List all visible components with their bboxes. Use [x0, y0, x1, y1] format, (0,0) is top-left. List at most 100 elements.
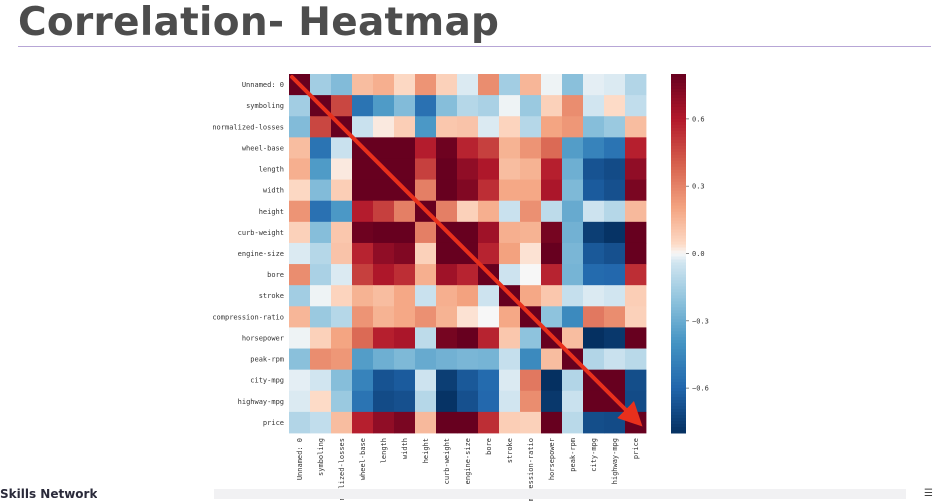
x-tick-label: compression-ratio: [527, 438, 535, 501]
heatmap-cell: [310, 74, 332, 96]
heatmap-cell: [415, 116, 437, 138]
heatmap-cell: [520, 221, 542, 244]
heatmap-cell: [457, 390, 479, 413]
x-tick-label: price: [632, 438, 640, 459]
heatmap-cell: [604, 327, 626, 349]
y-tick-label: width: [263, 187, 284, 195]
heatmap-cell: [499, 411, 521, 434]
colorbar-segment: [671, 229, 686, 234]
heatmap-cell: [562, 411, 584, 434]
colorbar-segment: [671, 367, 686, 371]
heatmap-cell: [583, 116, 605, 138]
heatmap-cell: [478, 411, 500, 434]
heatmap-cell: [331, 327, 353, 349]
heatmap-cell: [394, 242, 416, 265]
heatmap-cell: [289, 116, 311, 138]
heatmap-cell: [394, 327, 416, 349]
heatmap-cell: [604, 200, 626, 223]
heatmap-cell: [415, 390, 437, 413]
colorbar-segment: [671, 391, 686, 395]
x-tick-label: peak-rpm: [569, 438, 577, 472]
y-tick-label: bore: [267, 271, 284, 279]
heatmap-cell: [415, 327, 437, 349]
heatmap-cell: [520, 74, 542, 96]
heatmap-cell: [625, 179, 647, 202]
heatmap-cell: [520, 95, 542, 117]
colorbar-segment: [671, 220, 686, 225]
colorbar-segment: [671, 292, 686, 296]
heatmap-cell: [289, 348, 311, 371]
heatmap-cell: [289, 137, 311, 159]
heatmap-cell: [457, 116, 479, 138]
heatmap-cell: [583, 137, 605, 159]
colorbar-segment: [671, 106, 686, 111]
heatmap-cell: [583, 221, 605, 244]
heatmap-cell: [352, 411, 374, 434]
heatmap-cell: [541, 179, 563, 202]
heatmap-cell: [541, 264, 563, 286]
colorbar-segment: [671, 361, 686, 365]
heatmap-cell: [499, 242, 521, 265]
colorbar-segment: [671, 196, 686, 201]
heatmap-cell: [562, 74, 584, 96]
colorbar-tick-label: −0.6: [692, 385, 709, 393]
heatmap-cell: [415, 137, 437, 159]
heatmap-cell: [415, 411, 437, 434]
heatmap-cell: [415, 285, 437, 307]
heatmap-cell: [289, 158, 311, 180]
heatmap-cell: [499, 158, 521, 180]
colorbar: 0.6 0.3 0.0 −0.3 −0.6: [671, 74, 709, 434]
heatmap-cell: [562, 390, 584, 413]
heatmap-cell: [394, 158, 416, 180]
heatmap-cell: [457, 306, 479, 328]
heatmap-cell: [310, 264, 332, 286]
heatmap-cell: [310, 390, 332, 413]
colorbar-segment: [671, 256, 686, 260]
heatmap-cell: [415, 242, 437, 265]
colorbar-segment: [671, 97, 686, 102]
heatmap-cell: [331, 242, 353, 265]
colorbar-segment: [671, 289, 686, 293]
hamburger-menu-icon[interactable]: ☰: [924, 488, 933, 499]
heatmap-cell: [499, 348, 521, 371]
colorbar-segment: [671, 334, 686, 338]
heatmap-cell: [352, 390, 374, 413]
colorbar-segment: [671, 142, 686, 147]
heatmap-cell: [457, 285, 479, 307]
heatmap-cell: [310, 242, 332, 265]
heatmap-cell: [625, 221, 647, 244]
colorbar-segment: [671, 166, 686, 171]
colorbar-segment: [671, 238, 686, 243]
heatmap-cell: [331, 348, 353, 371]
heatmap-cell: [541, 411, 563, 434]
heatmap-cell: [520, 242, 542, 265]
heatmap-cell: [352, 369, 374, 392]
heatmap-cell: [520, 369, 542, 392]
heatmap-cell: [415, 221, 437, 244]
heatmap-cell: [499, 306, 521, 328]
heatmap-cell: [310, 306, 332, 328]
y-tick-label: engine-size: [238, 250, 284, 258]
heatmap-cell: [415, 158, 437, 180]
heatmap-cell: [457, 200, 479, 223]
heatmap-cell: [373, 285, 395, 307]
heatmap-cell: [331, 411, 353, 434]
heatmap-cell: [541, 74, 563, 96]
heatmap-cell: [289, 327, 311, 349]
heatmap-cell: [583, 411, 605, 434]
heatmap-cell: [373, 348, 395, 371]
heatmap-cell: [310, 327, 332, 349]
heatmap-cell: [415, 179, 437, 202]
colorbar-segment: [671, 310, 686, 314]
heatmap-cell: [436, 348, 458, 371]
heatmap-cell: [625, 327, 647, 349]
heatmap-cell: [604, 95, 626, 117]
heatmap-cell: [331, 221, 353, 244]
x-tick-label: symboling: [317, 438, 325, 476]
heatmap-cell: [562, 327, 584, 349]
heatmap-cell: [604, 221, 626, 244]
heatmap-cell: [310, 348, 332, 371]
heatmap-cell: [625, 285, 647, 307]
heatmap-cell: [436, 369, 458, 392]
heatmap-cell: [289, 179, 311, 202]
